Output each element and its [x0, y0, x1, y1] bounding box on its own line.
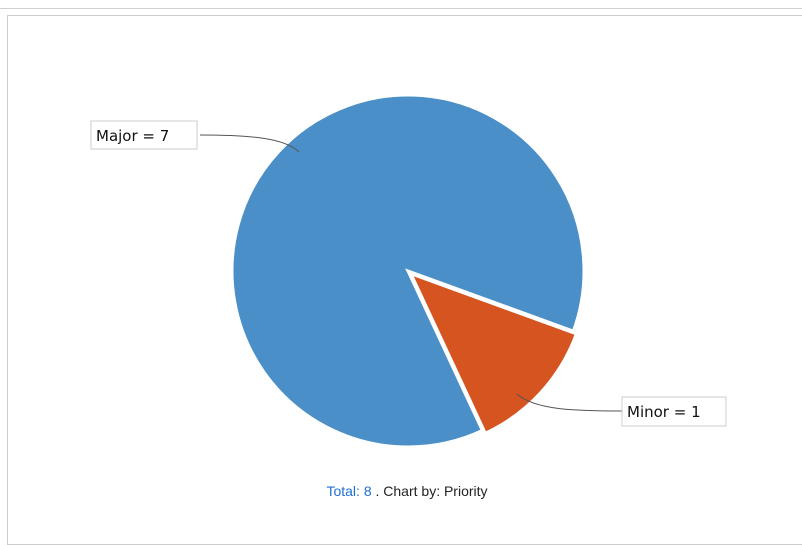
leader-line-minor	[516, 393, 624, 412]
total-link[interactable]: Total: 8	[326, 483, 372, 499]
leader-line-major	[199, 134, 300, 153]
label-box-minor	[621, 396, 727, 427]
slice-label-major: Major = 7	[96, 127, 169, 145]
pie-slice-major[interactable]	[230, 93, 586, 449]
label-box-major	[90, 120, 198, 150]
chart-by-text: . Chart by: Priority	[375, 483, 488, 499]
slice-label-minor: Minor = 1	[627, 403, 701, 421]
top-border	[0, 0, 802, 9]
pie-slice-minor[interactable]	[408, 271, 579, 436]
chart-caption: Total: 8 . Chart by: Priority	[0, 483, 802, 499]
